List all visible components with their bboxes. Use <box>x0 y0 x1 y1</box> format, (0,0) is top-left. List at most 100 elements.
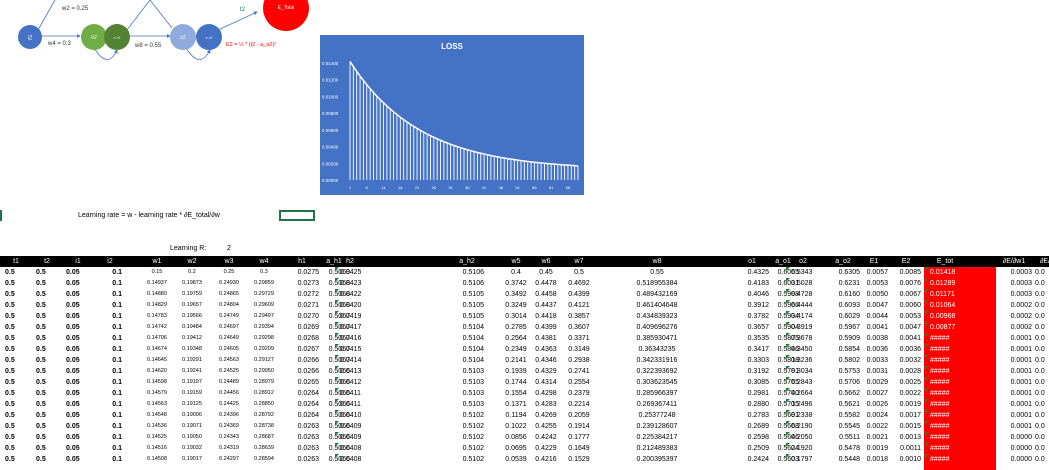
table-cell[interactable]: 0.0415 <box>340 346 362 353</box>
table-cell[interactable]: 0.0001 <box>1010 412 1032 419</box>
table-cell[interactable]: 0.0010 <box>899 456 921 463</box>
table-cell[interactable]: 0.3492 <box>505 291 527 298</box>
table-cell[interactable]: 0.5791 <box>777 368 799 375</box>
table-cell[interactable]: 0.0264 <box>297 412 319 419</box>
table-cell[interactable]: 0.24456 <box>219 390 239 396</box>
table-cell[interactable]: 0.0001 <box>1010 346 1032 353</box>
table-cell[interactable]: 0.212489383 <box>636 445 678 452</box>
column-header[interactable]: a_o1 <box>775 258 791 265</box>
table-cell[interactable]: 0.0263 <box>297 434 319 441</box>
column-header[interactable]: w3 <box>224 258 234 265</box>
table-cell[interactable]: 0.5104 <box>462 335 484 342</box>
table-cell[interactable]: 0.28850 <box>254 401 274 407</box>
table-cell[interactable]: 0.5646 <box>777 434 799 441</box>
table-cell[interactable]: 0.24396 <box>219 412 239 418</box>
table-cell[interactable]: 0.5067 <box>328 335 350 342</box>
table-cell[interactable]: 0.3657 <box>747 324 769 331</box>
table-cell[interactable]: 0.5 <box>36 313 46 320</box>
table-cell[interactable]: 0.5 <box>36 280 46 287</box>
table-cell[interactable]: 0.0539 <box>505 456 527 463</box>
table-cell[interactable]: 0.0411 <box>340 401 361 408</box>
table-cell[interactable]: 0.19241 <box>182 368 202 374</box>
table-cell[interactable]: 0.5 <box>5 368 15 375</box>
table-cell[interactable]: 0.5068 <box>328 280 350 287</box>
table-cell[interactable]: 0.0017 <box>899 412 921 419</box>
table-cell[interactable]: 0.4325 <box>747 269 769 276</box>
table-cell[interactable]: 0.0409 <box>340 434 362 441</box>
column-header[interactable]: ∂E/ <box>1039 258 1049 265</box>
table-cell[interactable]: 0.0275 <box>297 269 319 276</box>
table-cell[interactable]: 0.5 <box>36 269 46 276</box>
table-cell[interactable]: 0.5343 <box>791 269 813 276</box>
table-cell[interactable]: 0.5067 <box>328 324 350 331</box>
table-cell[interactable]: 0.2349 <box>505 346 527 353</box>
table-cell[interactable]: 0.5909 <box>838 335 860 342</box>
table-cell[interactable]: 0.01171 <box>930 291 955 298</box>
table-cell[interactable]: 0.5 <box>5 302 15 309</box>
table-cell[interactable]: 0.4046 <box>747 291 769 298</box>
table-cell[interactable]: 0.0018 <box>866 456 888 463</box>
table-cell[interactable]: 0.5511 <box>839 434 860 441</box>
table-cell[interactable]: 0.05 <box>66 346 80 353</box>
table-cell[interactable]: 0.5068 <box>328 291 350 298</box>
table-cell[interactable]: 0.285966397 <box>636 390 678 397</box>
table-cell[interactable]: 0.24297 <box>219 456 239 462</box>
table-cell[interactable]: 0.4269 <box>535 412 557 419</box>
table-cell[interactable]: 0.322393692 <box>636 368 678 375</box>
table-cell[interactable]: 0.5 <box>36 412 46 419</box>
table-cell[interactable]: 0.15 <box>151 269 163 275</box>
table-cell[interactable]: 0.0038 <box>866 335 888 342</box>
column-header[interactable]: ∂E/∂w1 <box>1002 258 1026 265</box>
table-cell[interactable]: 0.6231 <box>838 280 860 287</box>
table-cell[interactable]: 0.2664 <box>791 390 813 397</box>
table-cell[interactable]: 0.0001 <box>1010 357 1032 364</box>
table-cell[interactable]: 0.14508 <box>147 456 167 462</box>
table-cell[interactable]: 0.1 <box>112 324 122 331</box>
table-cell[interactable]: 0.5 <box>36 346 46 353</box>
table-cell[interactable]: 0.05 <box>66 412 80 419</box>
table-cell[interactable]: 0.5102 <box>462 412 484 419</box>
table-cell[interactable]: 0.3236 <box>791 357 813 364</box>
table-cell[interactable]: ##### <box>930 445 950 452</box>
table-cell[interactable]: 0.0267 <box>297 346 319 353</box>
table-cell[interactable]: 0.5802 <box>838 357 860 364</box>
table-cell[interactable]: 0.0408 <box>340 456 362 463</box>
table-cell[interactable]: 0.2338 <box>791 412 813 419</box>
table-cell[interactable]: 0.5478 <box>838 445 860 452</box>
table-cell[interactable]: 0.461404648 <box>636 302 678 309</box>
table-cell[interactable]: 0.14598 <box>147 379 167 385</box>
table-cell[interactable]: 0.239128607 <box>636 423 678 430</box>
table-cell[interactable]: 0.05 <box>66 335 80 342</box>
column-header[interactable]: w1 <box>152 258 162 265</box>
column-header[interactable]: w5 <box>511 258 521 265</box>
table-cell[interactable]: 0.5104 <box>462 346 484 353</box>
table-cell[interactable]: 0.1 <box>112 412 122 419</box>
table-cell[interactable]: 0.0011 <box>900 445 921 452</box>
table-cell[interactable]: 0.1 <box>112 434 122 441</box>
table-cell[interactable]: 0.5 <box>36 379 46 386</box>
table-cell[interactable]: 0.05 <box>66 390 80 397</box>
table-cell[interactable]: 0.5753 <box>838 368 860 375</box>
table-cell[interactable]: 0.14674 <box>147 346 167 352</box>
table-cell[interactable]: 0.14525 <box>147 434 167 440</box>
table-cell[interactable]: 0.24525 <box>219 368 239 374</box>
table-cell[interactable]: 0.05 <box>66 302 80 309</box>
table-cell[interactable]: 0.0015 <box>899 423 921 430</box>
table-cell[interactable]: 0.4216 <box>535 456 557 463</box>
table-cell[interactable]: 0.2843 <box>791 379 813 386</box>
table-cell[interactable]: 0.2509 <box>747 445 769 452</box>
table-cell[interactable]: 0.2783 <box>747 412 769 419</box>
table-cell[interactable]: 0.0 <box>1035 379 1045 386</box>
table-cell[interactable]: 0.5966 <box>777 302 799 309</box>
table-cell[interactable]: 0.1 <box>112 335 122 342</box>
table-cell[interactable]: 0.05 <box>66 401 80 408</box>
table-cell[interactable]: 0.5715 <box>777 401 799 408</box>
table-cell[interactable]: ##### <box>930 346 950 353</box>
table-cell[interactable]: ##### <box>930 412 950 419</box>
table-cell[interactable]: 0.14563 <box>147 401 167 407</box>
column-header[interactable]: t2 <box>44 258 50 265</box>
table-cell[interactable]: 0.0269 <box>297 324 319 331</box>
table-cell[interactable]: 0.19657 <box>182 302 202 308</box>
table-cell[interactable]: 0.0027 <box>866 390 888 397</box>
table-cell[interactable]: 0.19484 <box>182 324 202 330</box>
